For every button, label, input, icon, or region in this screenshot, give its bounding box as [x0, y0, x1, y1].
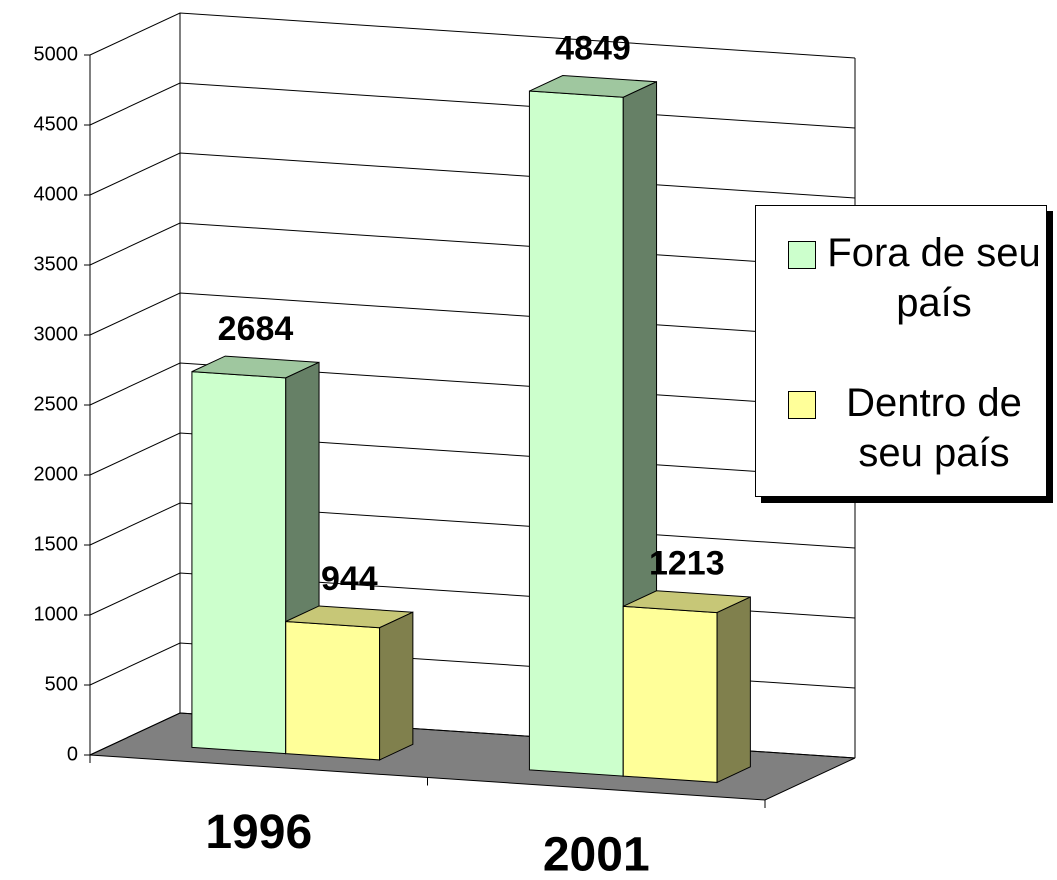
legend-entry: Dentro de seu país [788, 378, 1044, 478]
grid-line [89, 12, 856, 59]
bar-front [191, 371, 287, 755]
y-tick-label: 4000 [34, 183, 79, 205]
grid-line [89, 222, 856, 269]
bar-front [622, 605, 718, 783]
y-tick-label: 3000 [34, 323, 79, 345]
y-tick-label: 500 [45, 673, 78, 695]
y-tick-label: 1500 [34, 533, 79, 555]
grid-line [89, 82, 856, 129]
bar-front [285, 620, 381, 761]
value-label: 1213 [649, 545, 725, 583]
y-tick-label: 4500 [34, 113, 79, 135]
grid-line [89, 292, 856, 339]
y-tick-label: 2000 [34, 463, 79, 485]
bar-front [528, 90, 624, 777]
legend-label: Fora de seu país [827, 231, 1041, 325]
bar-side [716, 596, 751, 784]
legend-label: Dentro de seu país [846, 381, 1022, 475]
legend-entry: Fora de seu país [788, 228, 1044, 328]
legend-swatch [788, 391, 816, 419]
x-tick-label: 2001 [543, 828, 650, 880]
y-tick-label: 1000 [34, 603, 79, 625]
y-tick-label: 2500 [34, 393, 79, 415]
grid-line [89, 152, 856, 199]
bar-side [379, 611, 414, 761]
bar [285, 605, 414, 761]
y-tick-label: 0 [67, 743, 78, 765]
legend: Fora de seu país Dentro de seu país [755, 205, 1047, 497]
bar [622, 590, 751, 784]
legend-swatch [788, 241, 816, 269]
y-tick-label: 3500 [34, 253, 79, 275]
value-label: 4849 [555, 29, 631, 67]
x-tick-label: 1996 [205, 806, 312, 859]
value-label: 944 [321, 560, 378, 598]
y-tick-label: 5000 [34, 43, 79, 65]
value-label: 2684 [218, 310, 294, 348]
